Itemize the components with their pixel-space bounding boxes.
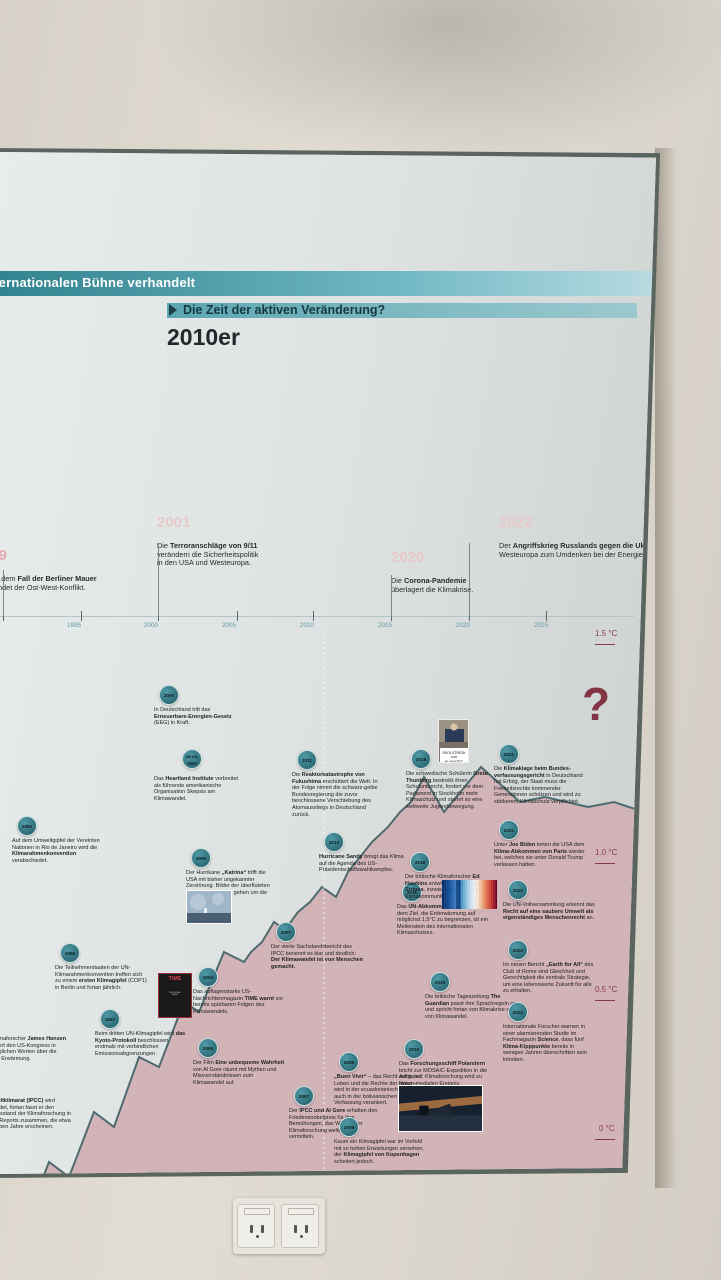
svg-text:KLIMATET: KLIMATET [445,760,464,763]
svg-text:FÖR: FÖR [451,755,458,759]
